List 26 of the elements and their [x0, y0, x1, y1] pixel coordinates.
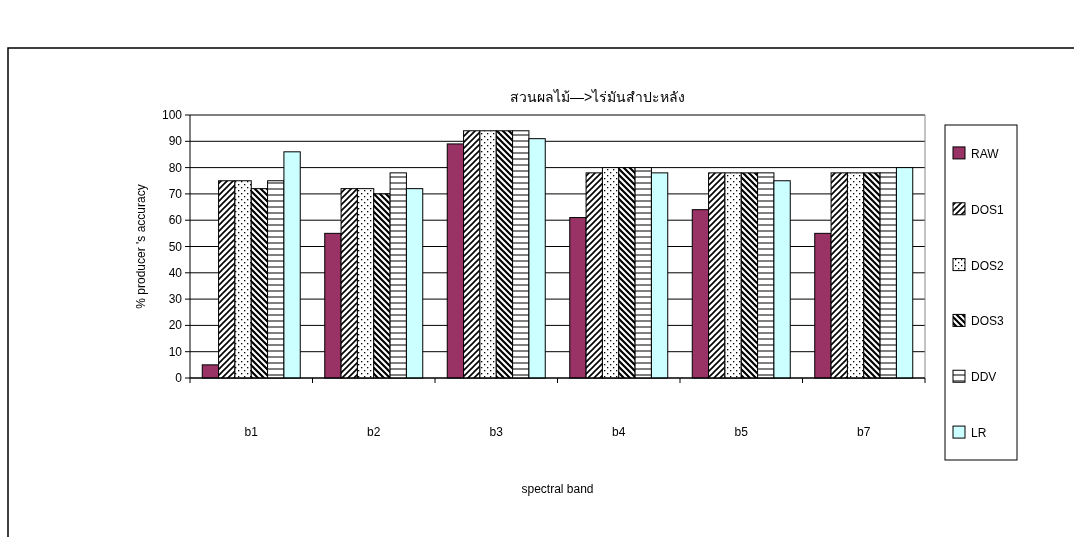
chart-title: สวนผลไม้—>ไร่มันสำปะหลัง — [509, 89, 686, 105]
y-tick-label: 40 — [168, 265, 183, 280]
legend-label: RAW — [971, 146, 1000, 161]
legend-label: DOS3 — [971, 314, 1004, 329]
y-tick-label: 90 — [168, 134, 183, 149]
y-tick-label: 50 — [168, 239, 183, 254]
y-tick-label: 20 — [168, 318, 183, 333]
legend-label: DOS1 — [971, 202, 1004, 217]
x-axis-title: spectral band — [521, 482, 594, 496]
x-tick-label: b4 — [612, 425, 626, 439]
y-tick-label: 30 — [168, 292, 183, 307]
legend-label: LR — [971, 426, 987, 441]
y-tick-label: 0 — [175, 371, 183, 385]
x-tick-label: b5 — [734, 425, 749, 439]
y-axis-title: % producer 's accuracy — [134, 184, 148, 309]
y-tick-label: 70 — [168, 186, 183, 201]
legend-label: DDV — [971, 370, 997, 385]
x-tick-label: b1 — [244, 425, 259, 439]
y-tick-label: 80 — [168, 160, 183, 175]
x-tick-label: b7 — [857, 425, 871, 439]
y-tick-label: 60 — [168, 213, 183, 228]
x-tick-label: b3 — [489, 425, 504, 439]
y-tick-label: 100 — [161, 108, 183, 122]
y-tick-label: 10 — [168, 344, 183, 359]
legend-label: DOS2 — [971, 258, 1004, 273]
x-tick-label: b2 — [367, 425, 381, 439]
